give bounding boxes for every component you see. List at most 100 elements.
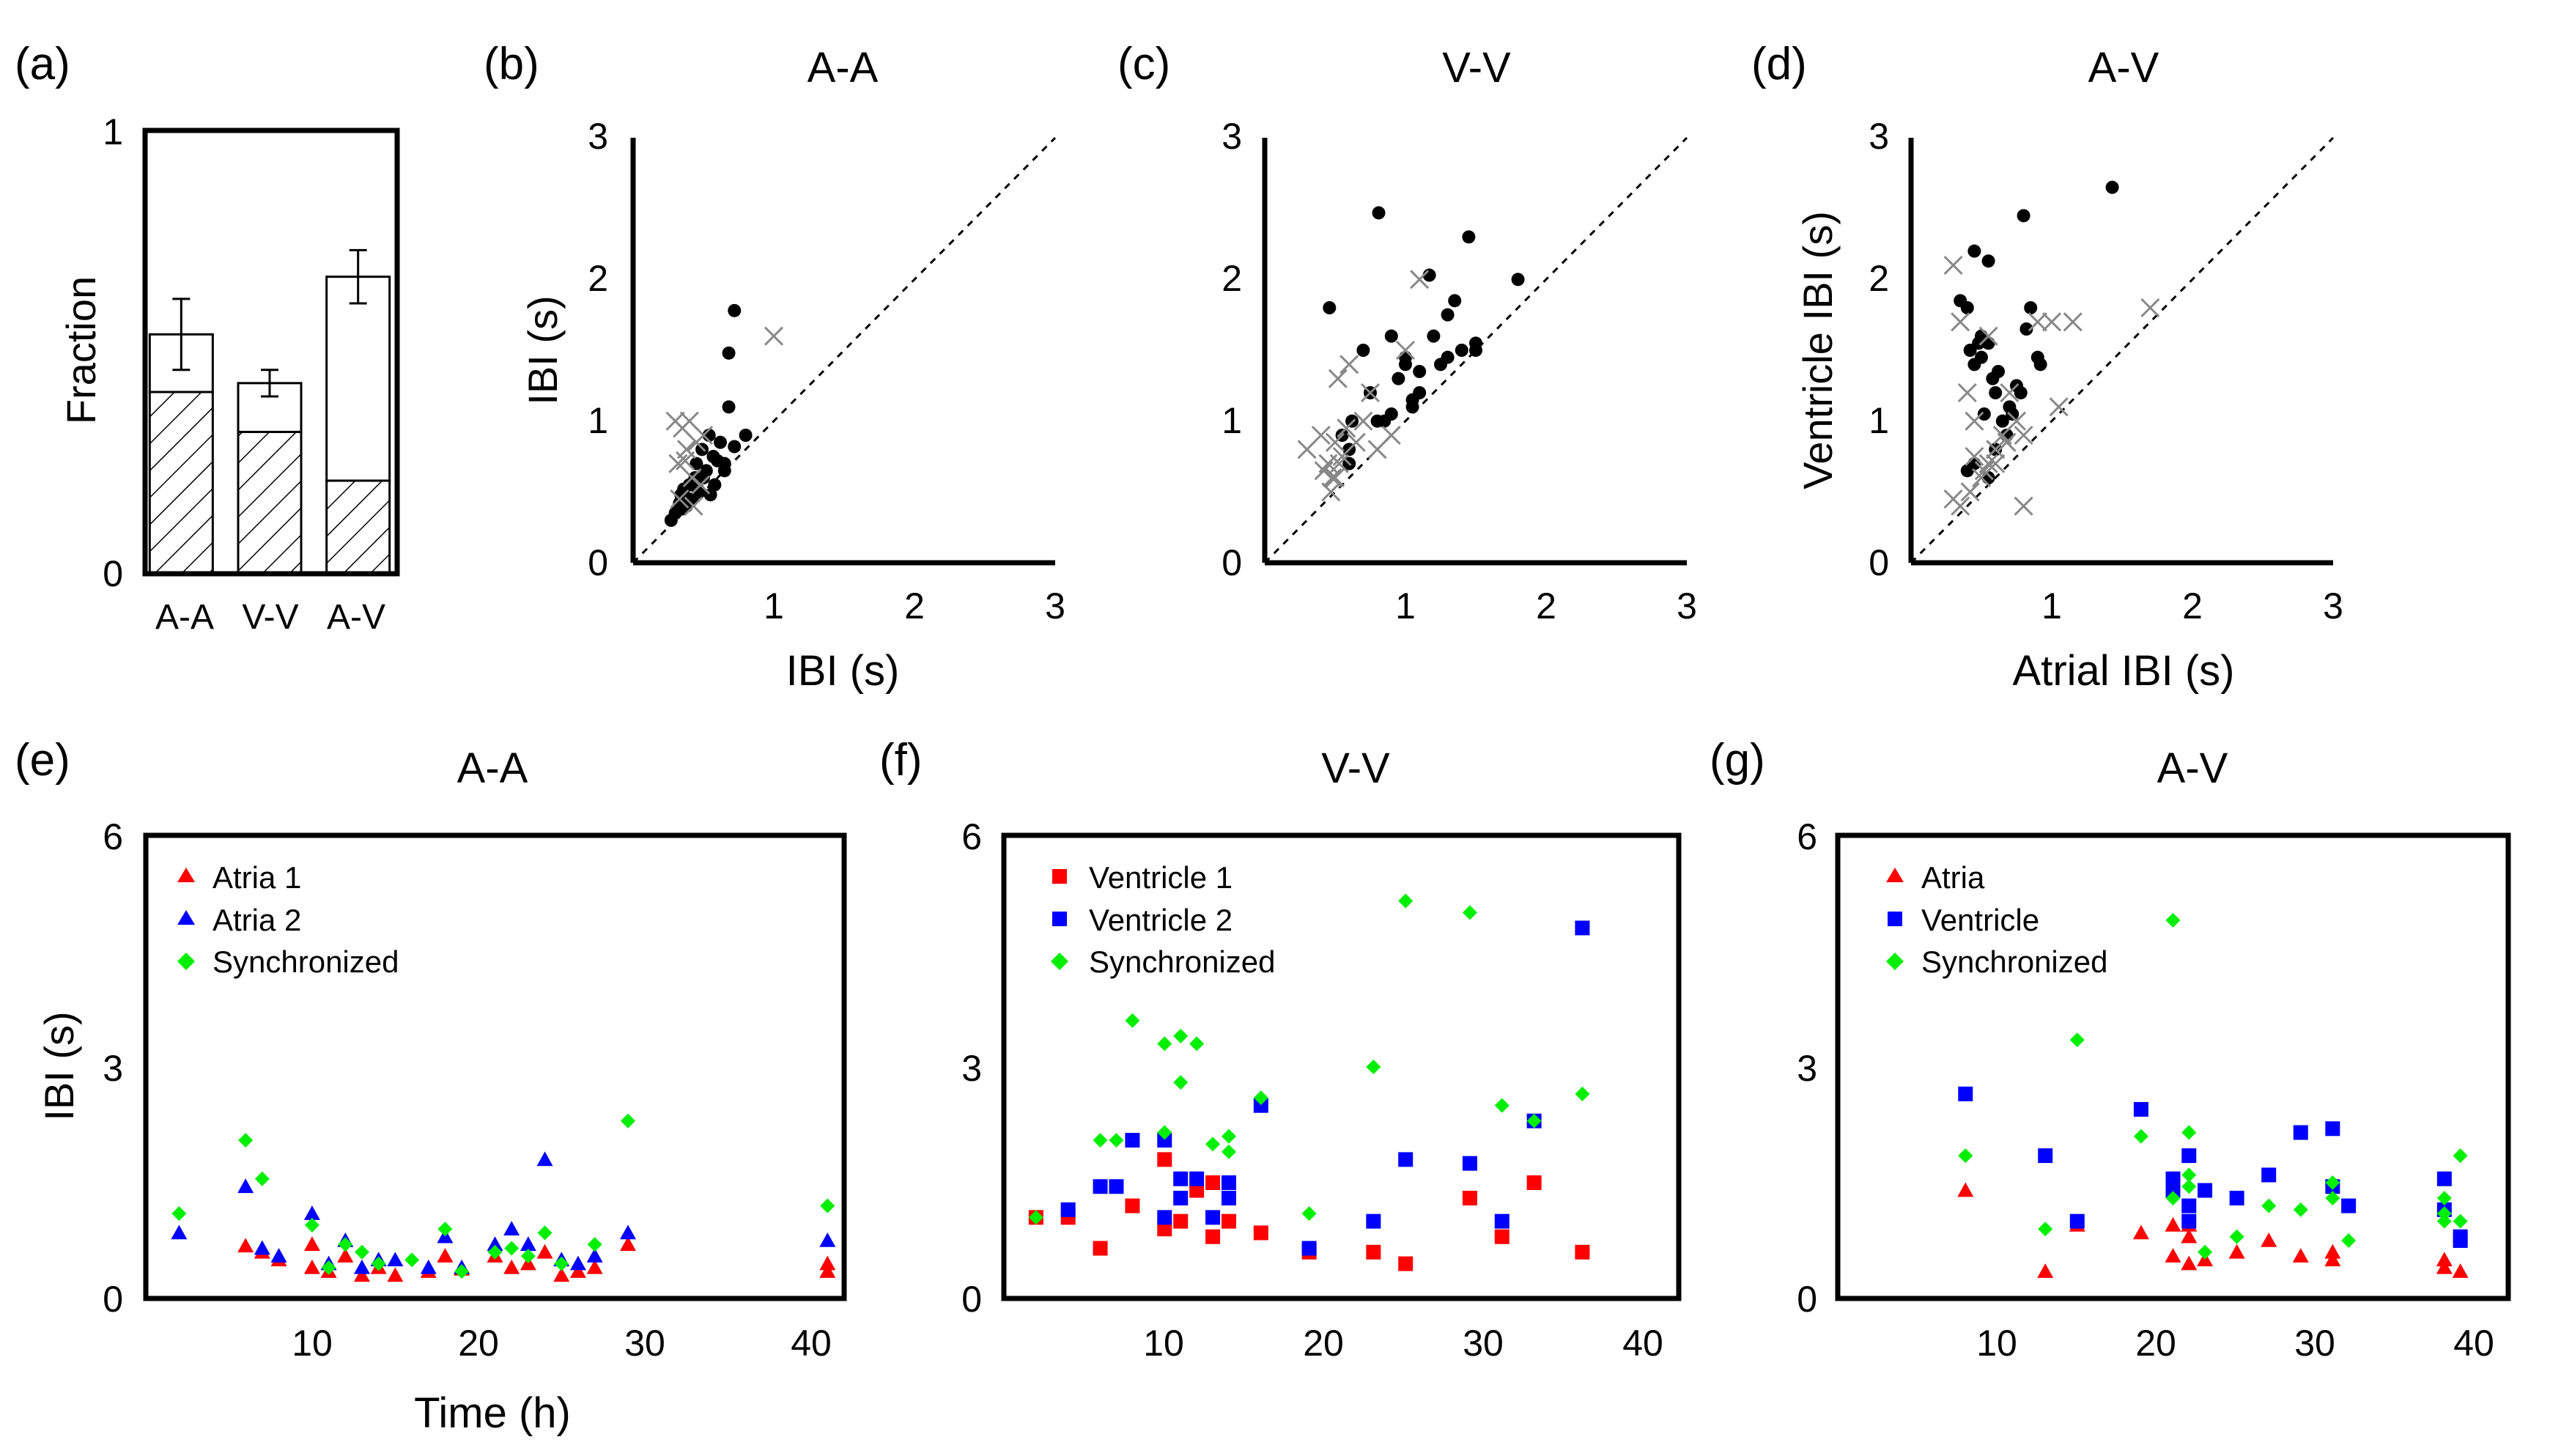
point-g-1-0 [1958,1086,1973,1101]
bar-a-hatched-0 [148,391,214,575]
point-g-2-12 [2293,1202,2308,1217]
point-f-1-12 [1253,1098,1268,1113]
point-d-0-1 [2017,209,2030,223]
point-c-0-17 [1370,414,1384,428]
point-g-1-10 [2229,1191,2244,1206]
point-e-2-7 [371,1256,386,1271]
point-e-1-21 [819,1233,836,1247]
point-e-2-8 [404,1252,420,1268]
point-f-2-7 [1173,1075,1189,1090]
chart-e-ylabel: IBI (s) [36,1011,82,1120]
legend-g-label-1: Ventricle [1921,903,2039,937]
point-f-0-17 [1526,1175,1542,1190]
point-g-1-8 [2181,1213,2197,1229]
point-g-1-1 [2038,1148,2053,1164]
legend-e-marker-2 [177,953,195,970]
panel-label-b: (b) [484,39,539,89]
point-b-0-23 [728,440,742,454]
point-e-2-0 [171,1206,187,1222]
point-f-1-2 [1109,1179,1124,1194]
point-e-0-22 [819,1255,836,1271]
point-c-0-21 [1413,365,1427,378]
point-g-0-16 [2436,1252,2453,1267]
point-e-1-19 [586,1248,603,1263]
point-f-0-15 [1462,1191,1477,1206]
legend-g-label-2: Synchronized [1921,945,2107,979]
legend-g-label-0: Atria [1921,860,1985,895]
point-d-0-18 [2014,386,2028,399]
chart-b-xtick-0: 1 [764,585,784,627]
point-f-0-8 [1205,1229,1221,1244]
point-e-1-16 [536,1151,553,1167]
point-f-1-3 [1125,1133,1140,1148]
point-c-0-22 [1427,329,1441,343]
chart-d-xtick-2: 3 [2323,585,2343,627]
point-e-1-1 [237,1178,254,1194]
point-c-0-24 [1469,344,1482,357]
chart-g-ytick-2: 6 [1797,816,1817,857]
point-c-1-7 [1337,418,1356,438]
point-e-1-4 [303,1205,320,1220]
point-e-1-14 [503,1221,520,1235]
point-e-1-10 [420,1259,437,1274]
point-e-2-16 [587,1237,602,1252]
chart-e-ytick-0: 0 [103,1279,123,1320]
point-g-2-16 [2436,1213,2452,1229]
point-d-0-19 [2019,322,2033,336]
point-g-2-3 [2133,1128,2148,1144]
point-g-2-11 [2261,1198,2277,1213]
point-e-2-5 [338,1237,353,1252]
panel-label-a: (a) [15,39,70,89]
chart-d-ytick-3: 3 [1869,116,1889,157]
errorbar-a-0 [172,298,191,372]
chart-c-xtick-0: 1 [1395,585,1416,627]
point-e-1-20 [620,1224,637,1240]
point-g-1-16 [2436,1171,2452,1186]
point-e-0-0 [237,1238,254,1253]
point-d-1-19 [1986,454,2006,473]
point-c-1-15 [1395,340,1416,361]
point-f-2-15 [1398,893,1413,909]
point-g-1-2 [2069,1213,2085,1229]
point-d-1-21 [1943,489,1963,509]
chart-a-category-1: V-V [242,598,298,637]
chart-c: V-V 0 1 2 3 1 2 3 [1222,44,1697,627]
point-d-0-2 [1967,244,1981,258]
point-f-1-16 [1462,1156,1477,1171]
point-d-1-16 [2063,312,2083,332]
point-g-2-4 [2165,912,2181,928]
point-b-0-22 [722,400,736,414]
point-g-1-6 [2181,1148,2197,1164]
point-c-1-16 [1410,270,1430,289]
point-d-1-11 [2006,411,2027,431]
point-g-2-5 [2165,1191,2181,1206]
point-e-0-17 [553,1267,570,1282]
point-c-0-18 [1384,407,1398,421]
point-d-1-22 [1978,326,1998,346]
point-g-1-4 [2165,1171,2181,1186]
chart-b-ytick-3: 3 [588,116,608,157]
point-f-1-11 [1222,1191,1236,1206]
point-f-0-5 [1157,1152,1172,1167]
chart-e-xtick-2: 30 [624,1323,665,1364]
point-b-0-26 [728,303,742,317]
point-g-2-6 [2181,1125,2197,1140]
point-g-0-7 [2181,1255,2198,1271]
point-f-1-10 [1222,1175,1236,1190]
chart-e-ytick-1: 3 [103,1048,123,1089]
chart-g-frame [1835,832,2511,1301]
point-g-0-3 [2132,1224,2149,1240]
chart-e-legend: Atria 1 Atria 2 Synchronized [177,860,399,979]
chart-a-category-2: A-V [327,598,385,637]
point-e-1-13 [487,1236,503,1252]
point-c-1-10 [1329,454,1349,473]
point-d-1-14 [2041,312,2062,332]
point-e-0-16 [536,1243,553,1259]
chart-e: A-A IBI (s) 0 3 6 10 20 30 40 Time (h) A… [36,744,847,1437]
point-c-0-0 [1372,206,1386,220]
point-g-0-15 [2436,1259,2453,1274]
point-d-1-9 [1974,461,1994,481]
point-f-2-2 [1109,1133,1124,1148]
point-d-0-11 [1981,336,1995,350]
point-g-1-9 [2198,1183,2213,1198]
